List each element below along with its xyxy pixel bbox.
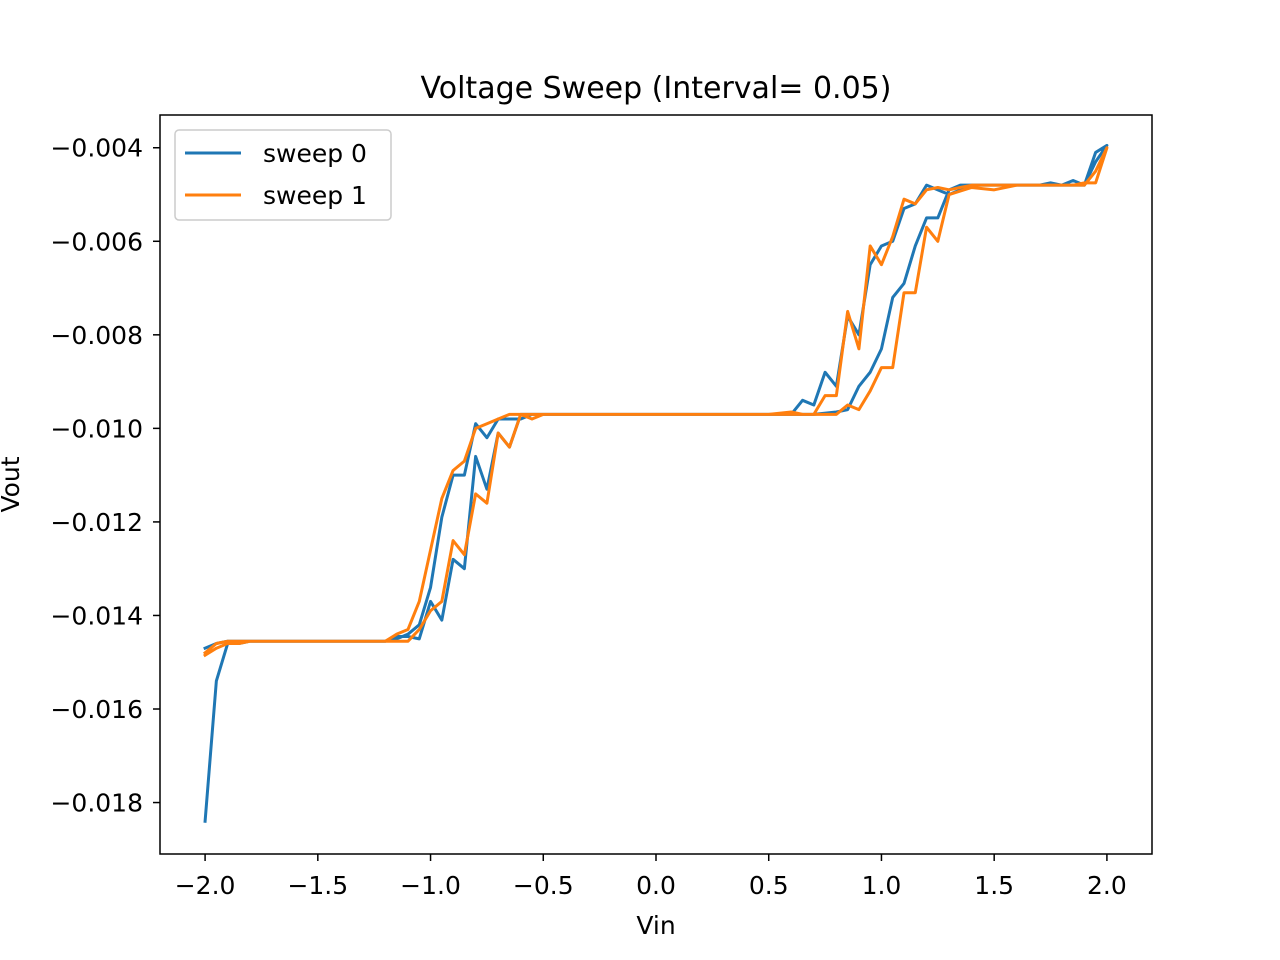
series-line-1 <box>202 146 1109 658</box>
y-tick-label: −0.010 <box>50 414 143 443</box>
series-layer <box>202 143 1109 823</box>
x-tick-label: −1.5 <box>287 871 348 900</box>
y-tick-label: −0.012 <box>50 508 143 537</box>
legend: sweep 0 sweep 1 <box>174 129 392 221</box>
y-axis-label: Vout <box>0 456 25 512</box>
legend-label-1: sweep 1 <box>263 181 367 210</box>
x-tick-label: −0.5 <box>513 871 574 900</box>
chart-title: Voltage Sweep (Interval= 0.05) <box>421 71 892 106</box>
y-tick-label: −0.004 <box>50 134 143 163</box>
x-tick-label: 1.5 <box>974 871 1014 900</box>
plot-area <box>160 115 1152 854</box>
x-tick-label: −1.0 <box>400 871 461 900</box>
legend-label-0: sweep 0 <box>263 139 367 168</box>
x-tick-label: 2.0 <box>1087 871 1127 900</box>
x-tick-label: 0.5 <box>749 871 789 900</box>
y-tick-label: −0.008 <box>50 321 143 350</box>
x-tick-label: 0.0 <box>636 871 676 900</box>
y-axis-ticks: −0.018 −0.016 −0.014 −0.012 −0.010 −0.008 −0.0… <box>50 134 160 818</box>
y-tick-label: −0.006 <box>50 227 143 256</box>
y-tick-label: −0.014 <box>50 601 143 630</box>
x-tick-label: 1.0 <box>862 871 902 900</box>
y-tick-label: −0.016 <box>50 695 143 724</box>
x-axis-label: Vin <box>636 911 675 940</box>
x-axis-ticks: −2.0 −1.5 −1.0 −0.5 0.0 0.5 1.0 1.5 2.0 <box>175 854 1127 900</box>
y-tick-label: −0.018 <box>50 789 143 818</box>
x-tick-label: −2.0 <box>175 871 236 900</box>
